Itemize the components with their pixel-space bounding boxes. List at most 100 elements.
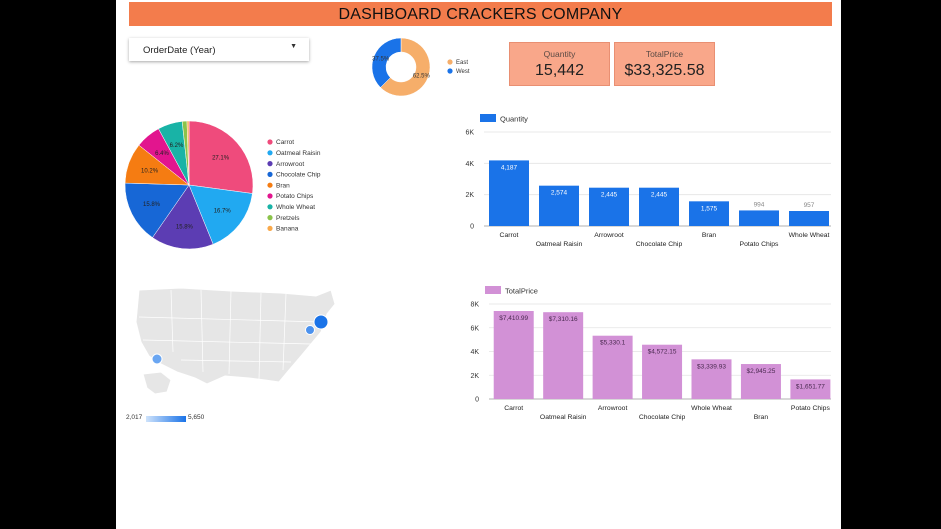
slice-label-west: 37.5% xyxy=(372,57,390,63)
slice-arrowroot xyxy=(152,184,214,250)
alaska-shape xyxy=(142,371,172,395)
x-tick-chocolate-chip: Chocolate Chip xyxy=(636,241,683,248)
x-tick-arrowroot: Arrowroot xyxy=(594,232,624,239)
bar-chocolate-chip xyxy=(639,187,679,226)
x-tick-carrot: Carrot xyxy=(500,232,519,239)
kpi-totalprice-label: TotalPrice xyxy=(645,49,684,59)
slice-label-chocolate-chip: 15.8% xyxy=(143,202,161,208)
y-tick-0: 0 xyxy=(470,224,474,231)
x-tick-bran: Bran xyxy=(754,414,769,421)
bar-bran xyxy=(689,201,729,226)
kpi-totalprice: TotalPrice $33,325.58 xyxy=(614,42,715,86)
legend-label-east: East xyxy=(456,60,468,66)
data-label-whole-wheat: 957 xyxy=(804,202,815,209)
legend-label-carrot: Carrot xyxy=(276,139,294,146)
bar-arrowroot xyxy=(592,335,633,399)
legend-swatch-quantity xyxy=(480,114,496,122)
bar-whole-wheat xyxy=(691,359,732,399)
x-tick-oatmeal-raisin: Oatmeal Raisin xyxy=(540,414,587,421)
state-borders xyxy=(138,289,322,381)
us-sales-map xyxy=(135,287,336,395)
map-legend-max: 5,650 xyxy=(188,414,205,421)
us-map-shape xyxy=(135,287,336,385)
legend-swatch-carrot xyxy=(267,139,273,145)
bar-whole-wheat xyxy=(789,211,829,226)
slice-label-whole-wheat: 6.2% xyxy=(170,143,184,149)
legend-swatch-pretzels xyxy=(267,215,273,221)
legend-label-bran: Bran xyxy=(276,182,290,189)
data-label-bran: $2,945.25 xyxy=(746,368,775,375)
region-donut-chart: 62.5% 37.5% East West xyxy=(371,37,470,97)
data-label-potato-chips: $1,651.77 xyxy=(796,383,825,390)
y-tick-6k: 6K xyxy=(465,130,474,137)
dashboard-canvas: DASHBOARD CRACKERS COMPANY OrderDate (Ye… xyxy=(116,0,841,529)
legend-label-potato-chips: Potato Chips xyxy=(276,193,314,200)
kpi-quantity-value: 15,442 xyxy=(535,62,584,79)
data-label-oatmeal-raisin: $7,310.16 xyxy=(549,316,578,323)
bar-chocolate-chip xyxy=(642,344,683,399)
x-tick-carrot: Carrot xyxy=(504,405,523,412)
bar-carrot xyxy=(489,160,529,226)
totalprice-bar-chart: 0 2K 4K 6K 8K TotalPrice $7,410.99 Carrot $7,310… xyxy=(470,286,831,421)
slice-oatmeal-raisin xyxy=(188,184,253,245)
legend-swatch-banana xyxy=(267,225,273,231)
x-tick-chocolate-chip: Chocolate Chip xyxy=(639,414,686,421)
map-bubble-west xyxy=(151,353,163,365)
map-legend-min: 2,017 xyxy=(126,414,143,421)
bar-potato-chips xyxy=(790,379,831,399)
map-color-scale xyxy=(146,416,186,422)
x-tick-oatmeal-raisin: Oatmeal Raisin xyxy=(536,241,583,248)
bar-oatmeal-raisin xyxy=(543,312,584,399)
bar-oatmeal-raisin xyxy=(539,185,579,226)
kpi-totalprice-value: $33,325.58 xyxy=(624,62,705,79)
slice-label-oatmeal-raisin: 16.7% xyxy=(214,209,232,215)
y-tick-0: 0 xyxy=(475,397,479,404)
orderdate-year-filter[interactable]: OrderDate (Year) ▼ xyxy=(129,38,309,61)
map-bubble-east xyxy=(313,314,329,330)
product-share-pie-chart: 27.1% 16.7% 15.8% 15.8% 10.2% 6.4%6.2% Carrot O… xyxy=(124,120,321,250)
legend-swatch-chocolate-chip xyxy=(267,171,273,177)
legend-label-totalprice: TotalPrice xyxy=(505,287,538,296)
slice-label-potato-chips: 6.4% xyxy=(155,151,169,157)
kpi-quantity: Quantity 15,442 xyxy=(509,42,610,86)
legend-swatch-oatmeal-raisin xyxy=(267,150,273,156)
data-label-carrot: 4,187 xyxy=(501,164,518,171)
data-label-chocolate-chip: 2,445 xyxy=(651,192,668,199)
slice-label-bran: 10.2% xyxy=(141,169,159,175)
data-label-chocolate-chip: $4,572.15 xyxy=(648,349,677,356)
slice-label-arrowroot: 15.8% xyxy=(176,225,194,231)
legend-label-banana: Banana xyxy=(276,226,299,233)
x-tick-bran: Bran xyxy=(702,232,717,239)
slice-label-east: 62.5% xyxy=(413,73,431,79)
data-label-oatmeal-raisin: 2,574 xyxy=(551,190,568,197)
bar-arrowroot xyxy=(589,187,629,226)
bar-bran xyxy=(740,364,781,399)
dropdown-caret-icon: ▼ xyxy=(290,43,297,50)
slice-banana xyxy=(186,120,190,186)
slice-carrot xyxy=(188,120,254,194)
bar-carrot xyxy=(493,310,534,399)
x-tick-potato-chips: Potato Chips xyxy=(740,241,780,248)
legend-swatch-whole-wheat xyxy=(267,204,273,210)
legend-label-pretzels: Pretzels xyxy=(276,215,300,222)
page-title: DASHBOARD CRACKERS COMPANY xyxy=(129,2,832,26)
legend-swatch-arrowroot xyxy=(267,161,273,167)
y-tick-6k: 6K xyxy=(470,325,479,332)
legend-label-arrowroot: Arrowroot xyxy=(276,161,304,168)
quantity-bar-chart: 0 2K 4K 6K Quantity 4,187 Carrot 2,574 Oatmeal R… xyxy=(465,114,831,248)
legend-label-oatmeal-raisin: Oatmeal Raisin xyxy=(276,150,321,157)
data-label-arrowroot: $5,330.1 xyxy=(600,340,626,347)
x-tick-whole-wheat: Whole Wheat xyxy=(789,232,830,239)
y-tick-4k: 4K xyxy=(470,349,479,356)
slice-label-carrot: 27.1% xyxy=(212,155,230,161)
y-tick-8k: 8K xyxy=(470,302,479,309)
slice-chocolate-chip xyxy=(124,182,190,238)
legend-swatch-totalprice xyxy=(485,286,501,294)
legend-swatch-west xyxy=(447,68,453,74)
x-tick-arrowroot: Arrowroot xyxy=(598,405,628,412)
x-tick-whole-wheat: Whole Wheat xyxy=(691,405,732,412)
data-label-bran: 1,575 xyxy=(701,205,718,212)
slice-west xyxy=(371,37,402,88)
bar-potato-chips xyxy=(739,210,779,226)
legend-label-quantity: Quantity xyxy=(500,115,528,124)
